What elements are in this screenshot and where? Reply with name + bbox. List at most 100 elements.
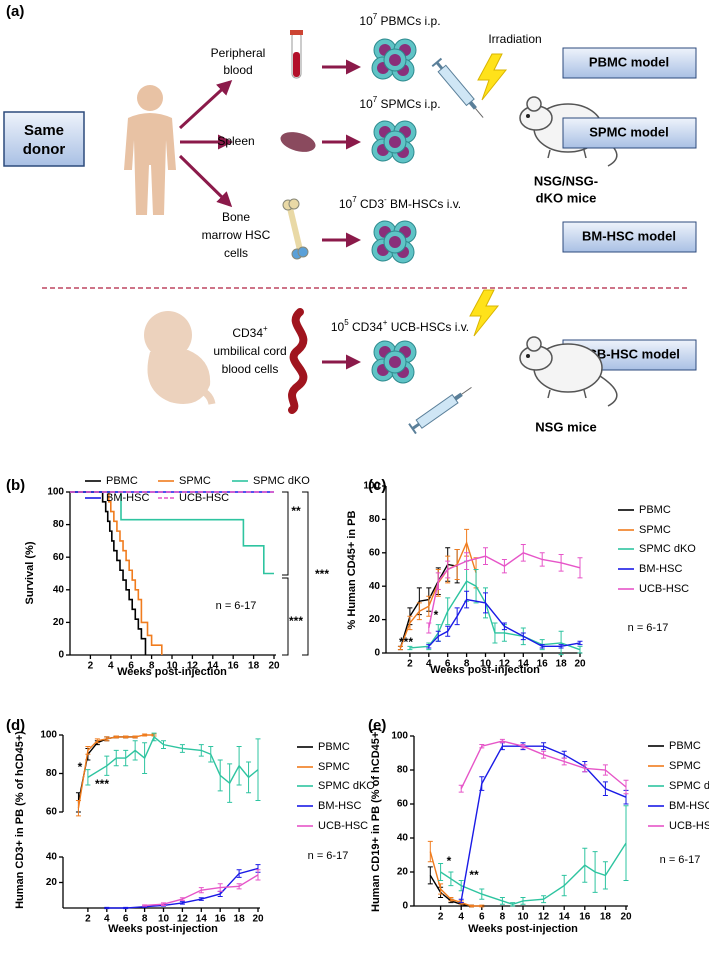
- error-bar: [541, 742, 547, 751]
- error-bar: [501, 622, 507, 631]
- panel-label: (c): [368, 477, 386, 494]
- syringe-icon: [430, 57, 490, 123]
- y-tick-label: 40: [369, 581, 381, 592]
- y-tick-label: 40: [397, 833, 409, 844]
- error-bar: [561, 757, 567, 766]
- x-tick-label: 4: [104, 914, 110, 925]
- y-tick-label: 40: [46, 852, 58, 863]
- y-tick-label: 0: [58, 650, 64, 661]
- error-bar: [179, 901, 185, 905]
- y-axis-title: Human CD19+ in PB (% of hCD45+): [370, 728, 382, 912]
- legend-label: SPMC: [318, 761, 350, 773]
- y-axis-title: % Human CD45+ in PB: [346, 511, 358, 630]
- y-tick-label: 100: [391, 731, 408, 742]
- y-tick-label: 20: [369, 614, 381, 625]
- model-box: [562, 117, 697, 149]
- error-bar: [236, 869, 242, 878]
- x-tick-label: 16: [215, 914, 227, 925]
- x-tick-label: 12: [538, 912, 550, 923]
- dose-label: 107 SPMCs i.p.: [359, 95, 440, 111]
- x-axis-title: Weeks post-injection: [430, 664, 540, 676]
- series-line: [87, 735, 259, 785]
- annotation: **: [291, 504, 301, 518]
- legend-label: BM-HSC: [106, 492, 149, 504]
- x-tick-label: 8: [464, 659, 470, 670]
- error-bar: [479, 888, 485, 900]
- y-tick-label: 60: [369, 547, 381, 558]
- error-bar: [255, 738, 261, 801]
- survival-line: [70, 491, 274, 575]
- error-bar: [520, 897, 526, 905]
- error-bar: [94, 738, 100, 744]
- error-bar: [123, 906, 129, 910]
- model-label: BM-HSC model: [582, 228, 676, 243]
- dose-sup: +: [383, 318, 388, 327]
- error-bar: [558, 553, 564, 572]
- error-bar: [427, 840, 433, 863]
- error-bar: [85, 769, 91, 786]
- x-tick-label: 12: [187, 661, 199, 672]
- x-tick-label: 20: [574, 659, 586, 670]
- error-bar: [208, 746, 214, 763]
- error-bar: [479, 776, 485, 791]
- dose-label: 107 PBMCs i.p.: [359, 12, 440, 28]
- source-label: marrow HSC: [202, 228, 271, 242]
- syringe-icon: [407, 380, 477, 436]
- error-bar: [520, 543, 526, 562]
- error-bar: [602, 861, 608, 890]
- error-bar: [464, 552, 470, 570]
- error-bar: [577, 640, 583, 646]
- error-bar: [142, 904, 148, 907]
- dose-text: SPMCs i.p.: [377, 97, 440, 111]
- lightning-icon: [477, 53, 507, 101]
- y-tick-label: 100: [363, 481, 380, 492]
- error-bar: [602, 781, 608, 796]
- y-tick-label: 80: [53, 519, 65, 530]
- error-bar: [473, 569, 479, 604]
- x-tick-label: 6: [479, 912, 485, 923]
- error-bar: [435, 630, 441, 642]
- legend-label: SPMC dKO: [639, 543, 696, 555]
- error-bar: [132, 735, 138, 739]
- annotation: n = 6-17: [308, 850, 349, 862]
- error-bar: [558, 644, 564, 649]
- error-bar: [198, 887, 204, 894]
- fetus-icon: [144, 311, 216, 405]
- error-bar: [246, 761, 252, 794]
- donor-label: Same: [24, 122, 64, 139]
- x-tick-label: 4: [108, 661, 114, 672]
- dose-sup: 5: [344, 318, 349, 327]
- bone-icon: [282, 198, 309, 260]
- y-tick-label: 80: [369, 514, 381, 525]
- series-line: [428, 552, 581, 629]
- x-tick-label: 2: [407, 659, 413, 670]
- person-icon: [124, 85, 176, 215]
- error-bar: [541, 895, 547, 904]
- error-bar: [236, 883, 242, 890]
- dose-label: 107 CD3- BM-HSCs i.v.: [339, 195, 461, 211]
- cells-icon: [371, 120, 417, 164]
- x-tick-label: 14: [196, 914, 208, 925]
- x-tick-label: 14: [518, 659, 530, 670]
- legend-label: SPMC: [639, 524, 671, 536]
- x-tick-label: 12: [499, 659, 511, 670]
- error-bar: [255, 869, 261, 881]
- dose-text: 10: [359, 97, 373, 111]
- mice-label: dKO mice: [536, 190, 597, 205]
- y-axis-title: Human CD3+ in PB (% of hCD45+): [14, 731, 26, 909]
- arrow: [178, 79, 233, 130]
- error-bar: [142, 733, 148, 737]
- mice-label: NSG/NSG-: [534, 173, 598, 188]
- bracket: [302, 491, 309, 656]
- legend-label: SPMC dKO: [253, 475, 310, 487]
- error-bar: [427, 866, 433, 885]
- cells-icon: [371, 220, 417, 264]
- spleen-icon: [280, 132, 316, 152]
- error-bar: [198, 897, 204, 901]
- ucb-source-label: CD34+: [232, 324, 268, 340]
- x-tick-label: 2: [85, 914, 91, 925]
- error-bar: [85, 746, 91, 755]
- legend-label: UCB-HSC: [179, 492, 229, 504]
- error-bar: [458, 784, 464, 793]
- source-label: cells: [224, 246, 248, 260]
